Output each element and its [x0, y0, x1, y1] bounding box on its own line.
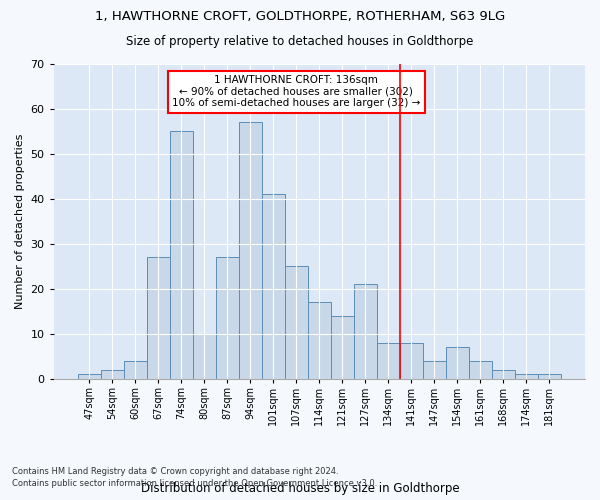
Text: Contains HM Land Registry data © Crown copyright and database right 2024.
Contai: Contains HM Land Registry data © Crown c…: [12, 468, 377, 488]
Bar: [377, 342, 400, 378]
Bar: [446, 347, 469, 378]
Bar: [423, 360, 446, 378]
Bar: [124, 360, 147, 378]
Bar: [170, 132, 193, 378]
Bar: [331, 316, 354, 378]
Bar: [147, 258, 170, 378]
Bar: [469, 360, 492, 378]
Bar: [515, 374, 538, 378]
Bar: [538, 374, 561, 378]
Bar: [101, 370, 124, 378]
Text: 1, HAWTHORNE CROFT, GOLDTHORPE, ROTHERHAM, S63 9LG: 1, HAWTHORNE CROFT, GOLDTHORPE, ROTHERHA…: [95, 10, 505, 23]
Bar: [308, 302, 331, 378]
Bar: [354, 284, 377, 378]
Bar: [492, 370, 515, 378]
Bar: [193, 334, 216, 378]
Y-axis label: Number of detached properties: Number of detached properties: [15, 134, 25, 309]
Text: Size of property relative to detached houses in Goldthorpe: Size of property relative to detached ho…: [127, 35, 473, 48]
Bar: [400, 342, 423, 378]
Bar: [285, 266, 308, 378]
Bar: [78, 374, 101, 378]
Text: Distribution of detached houses by size in Goldthorpe: Distribution of detached houses by size …: [140, 482, 460, 495]
Text: 1 HAWTHORNE CROFT: 136sqm
← 90% of detached houses are smaller (302)
10% of semi: 1 HAWTHORNE CROFT: 136sqm ← 90% of detac…: [172, 75, 421, 108]
Bar: [262, 194, 285, 378]
Bar: [216, 258, 239, 378]
Bar: [239, 122, 262, 378]
